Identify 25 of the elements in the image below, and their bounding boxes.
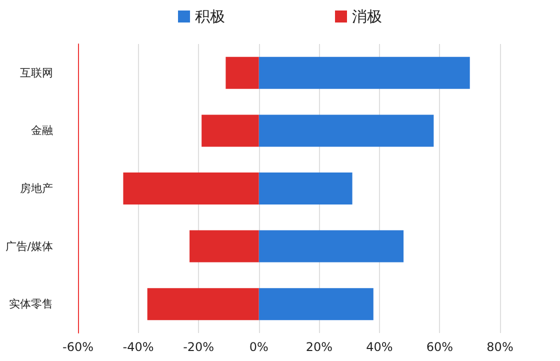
- bar: [147, 288, 259, 320]
- bar: [226, 56, 259, 89]
- bar: [258, 172, 352, 204]
- legend-label: 积极: [195, 8, 225, 26]
- x-tick-label: -40%: [122, 340, 154, 354]
- x-tick-label: 80%: [486, 340, 514, 354]
- y-tick-label: 房地产: [20, 182, 53, 195]
- x-tick-label: -20%: [183, 340, 214, 354]
- x-tick-label: 40%: [366, 340, 393, 354]
- y-tick-label: 广告/媒体: [5, 240, 53, 253]
- bar: [258, 56, 470, 89]
- bar: [258, 114, 434, 147]
- bar: [258, 288, 374, 320]
- x-tick-label: 20%: [306, 340, 332, 354]
- x-tick-label: 0%: [249, 340, 268, 354]
- bar: [202, 114, 259, 147]
- y-tick-label: 互联网: [20, 66, 53, 80]
- legend-label: 消极: [352, 8, 382, 26]
- x-tick-label: 60%: [426, 340, 454, 354]
- bar: [258, 230, 404, 262]
- y-tick-label: 实体零售: [9, 298, 53, 311]
- bar: [190, 230, 259, 262]
- y-tick-label: 金融: [31, 124, 53, 138]
- bar: [123, 172, 259, 204]
- x-tick-label: -60%: [62, 340, 94, 354]
